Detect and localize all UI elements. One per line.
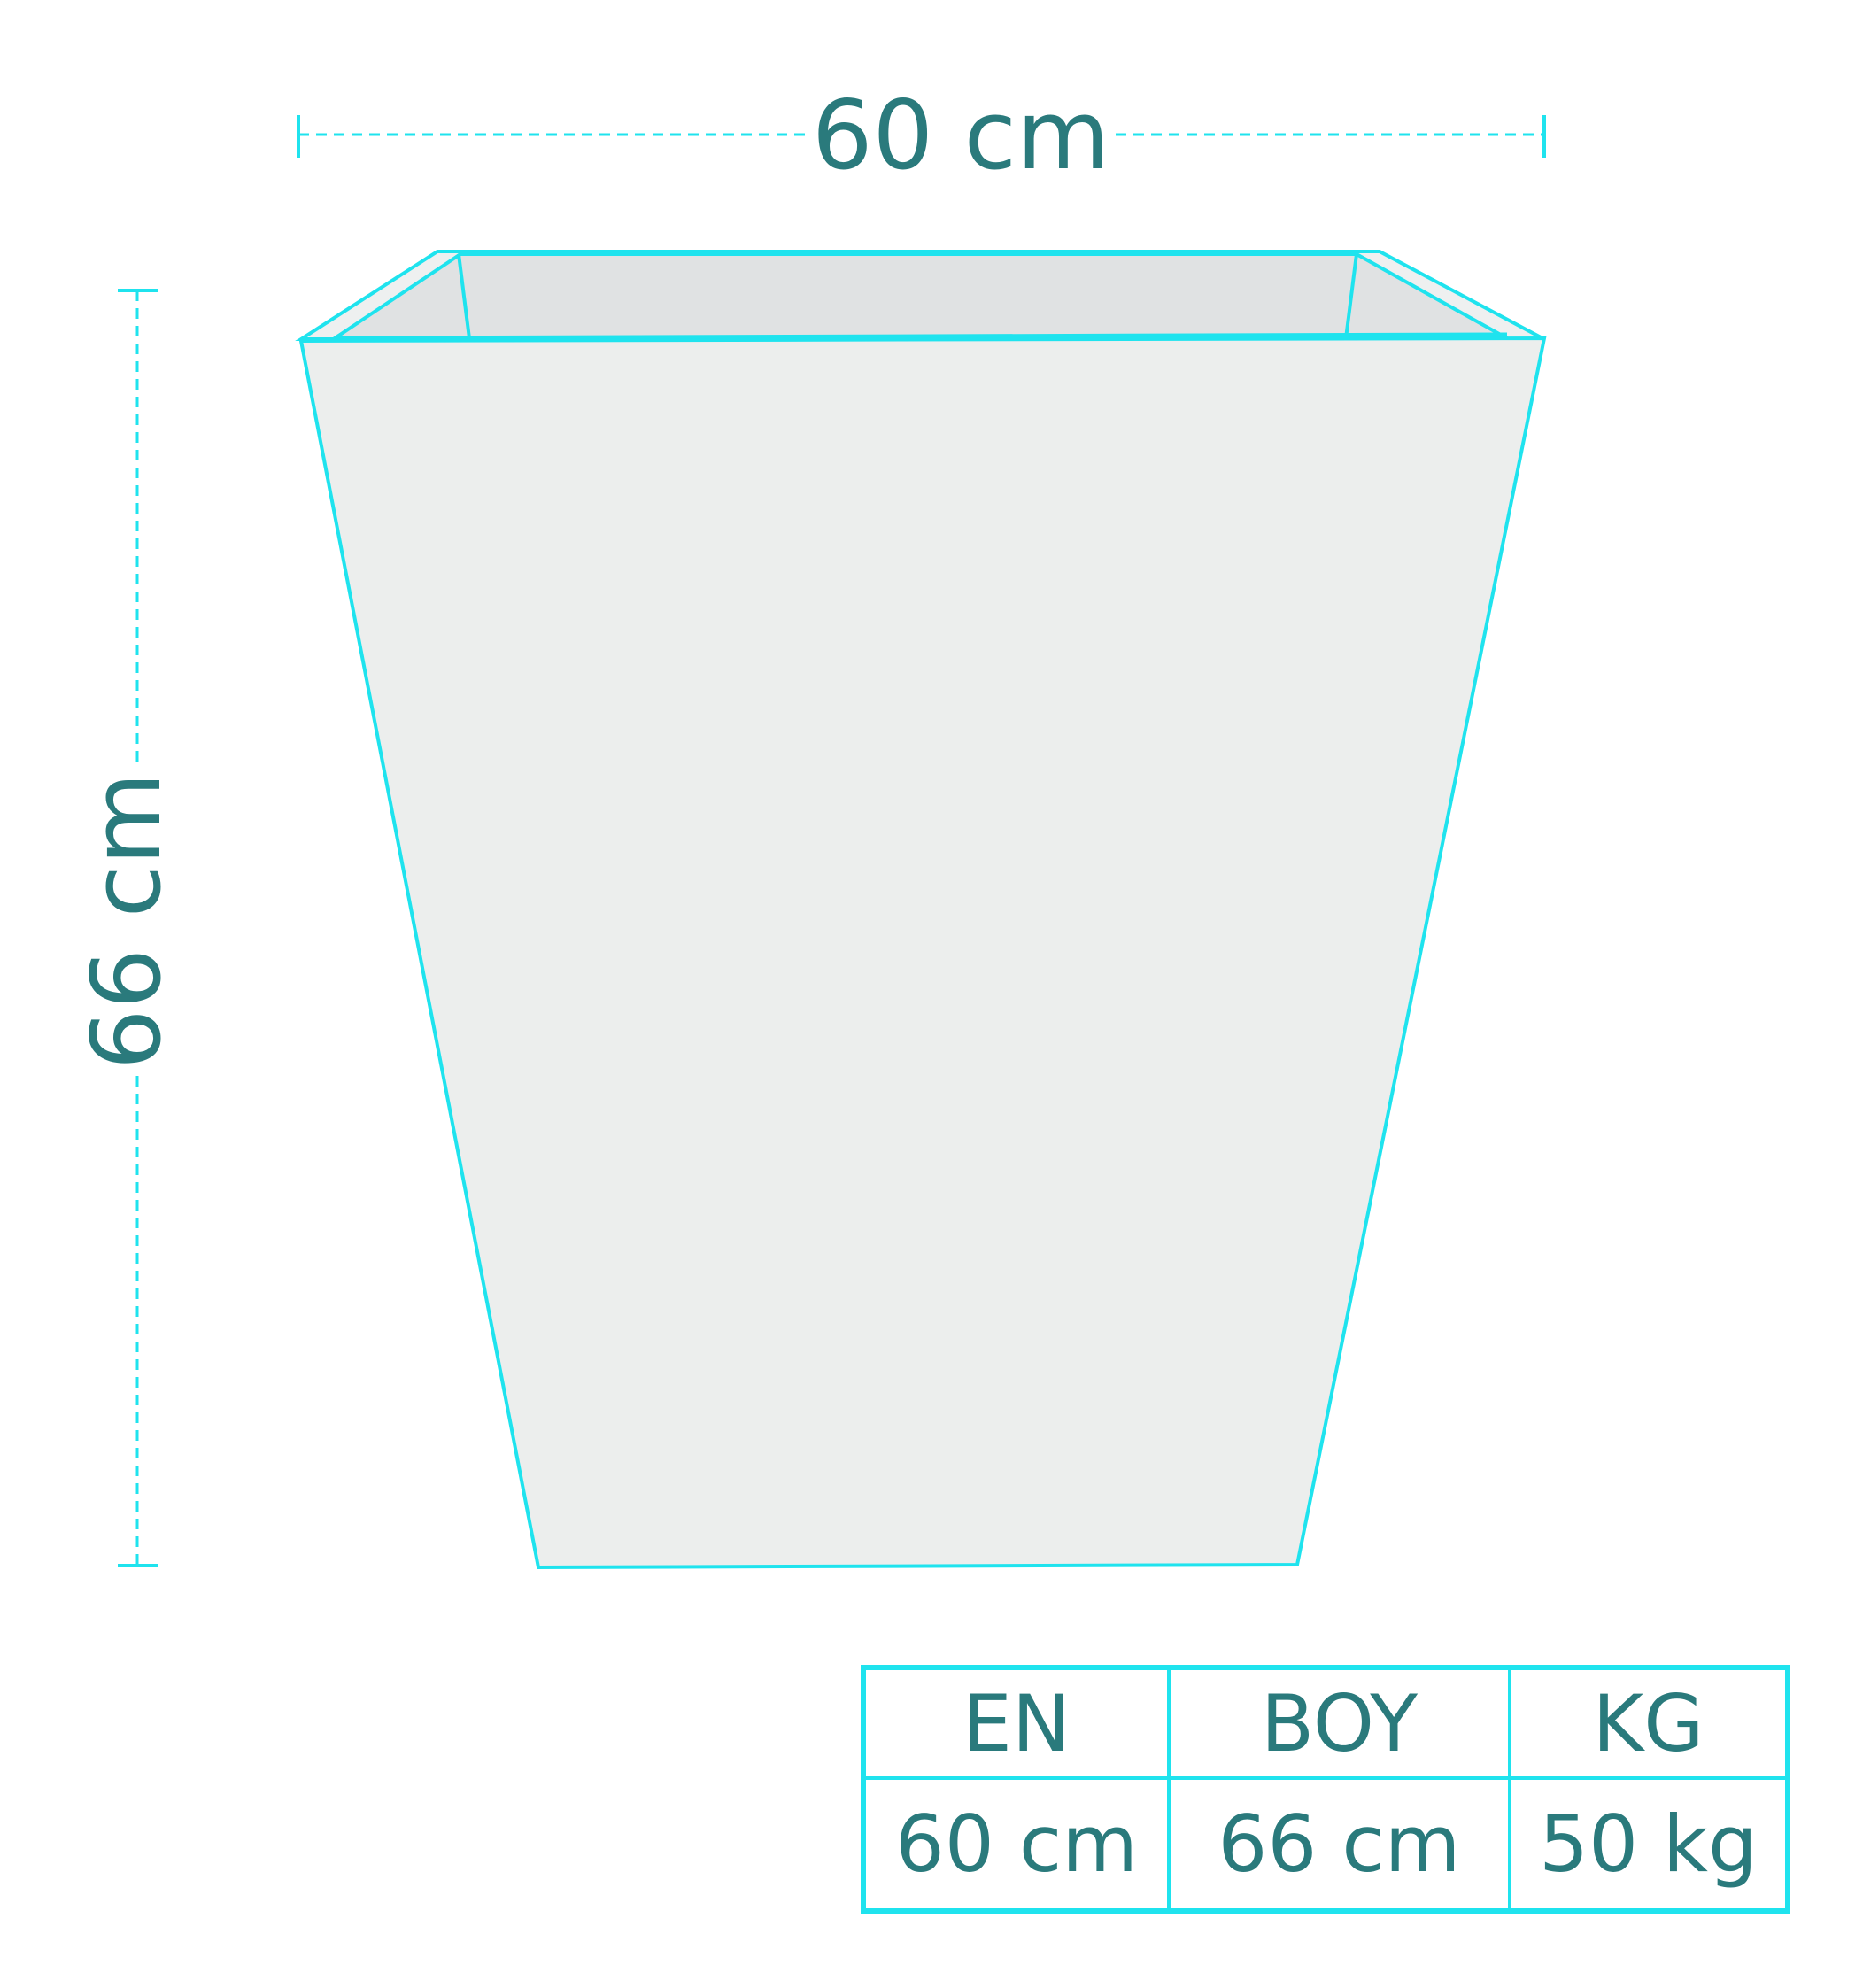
header-boy: BOY xyxy=(1166,1666,1512,1780)
height-label: 66 cm xyxy=(72,772,182,1070)
planter xyxy=(295,250,1547,1570)
value-width: 60 cm xyxy=(862,1776,1171,1913)
header-en: EN xyxy=(862,1666,1171,1780)
spec-table: EN BOY KG 60 cm 66 cm 50 kg xyxy=(861,1665,1790,1914)
planter-opening xyxy=(329,252,1514,340)
height-dimension: 66 cm xyxy=(72,289,182,1567)
spec-value-row: 60 cm 66 cm 50 kg xyxy=(862,1776,1790,1913)
value-height: 66 cm xyxy=(1166,1776,1512,1913)
spec-header-row: EN BOY KG xyxy=(862,1666,1790,1780)
value-weight: 50 kg xyxy=(1508,1776,1790,1913)
width-label: 60 cm xyxy=(812,81,1109,191)
planter-front xyxy=(298,336,1547,1570)
header-kg: KG xyxy=(1508,1666,1790,1780)
width-dimension: 60 cm xyxy=(297,81,1546,191)
